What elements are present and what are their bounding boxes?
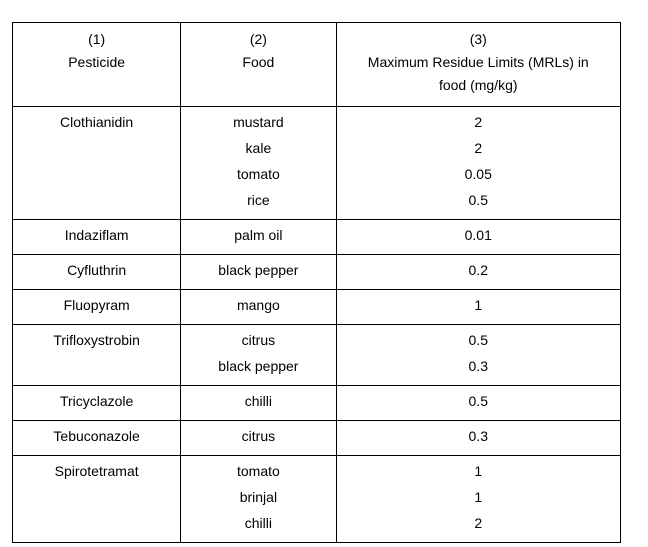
pesticide-cell: Spirotetramat bbox=[11, 455, 182, 543]
table-row: Tebuconazole citrus 0.3 bbox=[11, 420, 622, 456]
table-body: Clothianidin mustard kale tomato rice 2 2 0.05 0… bbox=[11, 106, 622, 543]
mrl-value: 1 bbox=[474, 463, 483, 479]
mrl-value: 0.2 bbox=[468, 262, 488, 278]
table-row: Tricyclazole chilli 0.5 bbox=[11, 385, 622, 421]
mrl-value: 0.5 bbox=[468, 332, 488, 348]
table-row: Cyfluthrin black pepper 0.2 bbox=[11, 254, 622, 290]
pesticide-cell: Cyfluthrin bbox=[11, 254, 182, 290]
food-item: citrus bbox=[241, 428, 276, 444]
mrl-cell: 0.01 bbox=[335, 219, 622, 255]
food-item: rice bbox=[247, 192, 270, 208]
mrl-cell: 0.5 0.3 bbox=[335, 324, 622, 386]
header-col1-number: (1) bbox=[88, 31, 106, 47]
header-col3-number: (3) bbox=[469, 31, 487, 47]
table-row: Fluopyram mango 1 bbox=[11, 289, 622, 325]
food-cell: citrus bbox=[180, 420, 337, 456]
mrl-value: 1 bbox=[474, 297, 483, 313]
pesticide-name: Spirotetramat bbox=[54, 463, 139, 479]
header-row: (1) Pesticide (2) Food (3) Maximum Resid… bbox=[11, 22, 622, 107]
food-item: chilli bbox=[244, 515, 272, 531]
mrl-cell: 1 bbox=[335, 289, 622, 325]
food-item: tomato bbox=[236, 463, 280, 479]
food-item: citrus bbox=[241, 332, 276, 348]
food-cell: palm oil bbox=[180, 219, 337, 255]
mrl-value: 0.3 bbox=[468, 428, 488, 444]
pesticide-name: Tebuconazole bbox=[53, 428, 140, 444]
mrl-value: 2 bbox=[474, 140, 483, 156]
mrl-value: 0.5 bbox=[468, 192, 488, 208]
food-item: black pepper bbox=[218, 262, 299, 278]
pesticide-name: Fluopyram bbox=[63, 297, 130, 313]
food-item: brinjal bbox=[239, 489, 278, 505]
food-item: mustard bbox=[233, 114, 284, 130]
table-row: Trifloxystrobin citrus black pepper 0.5 0.3 bbox=[11, 324, 622, 386]
food-cell: citrus black pepper bbox=[180, 324, 337, 386]
food-cell: tomato brinjal chilli bbox=[180, 455, 337, 543]
header-col2-number: (2) bbox=[249, 31, 267, 47]
food-cell: mustard kale tomato rice bbox=[180, 106, 337, 220]
header-pesticide: (1) Pesticide bbox=[11, 22, 182, 107]
food-cell: chilli bbox=[180, 385, 337, 421]
pesticide-name: Indaziflam bbox=[64, 227, 129, 243]
food-item: mango bbox=[236, 297, 280, 313]
pesticide-cell: Tricyclazole bbox=[11, 385, 182, 421]
food-item: tomato bbox=[236, 166, 280, 182]
table-row: Clothianidin mustard kale tomato rice 2 2 0.05 0… bbox=[11, 106, 622, 220]
pesticide-cell: Fluopyram bbox=[11, 289, 182, 325]
mrl-value: 0.3 bbox=[468, 358, 488, 374]
table-row: Indaziflam palm oil 0.01 bbox=[11, 219, 622, 255]
header-mrl: (3) Maximum Residue Limits (MRLs) in foo… bbox=[335, 22, 622, 107]
food-cell: mango bbox=[180, 289, 337, 325]
mrl-value: 0.5 bbox=[468, 393, 488, 409]
table-row: Spirotetramat tomato brinjal chilli 1 1 2 bbox=[11, 455, 622, 543]
pesticide-name: Clothianidin bbox=[60, 114, 134, 130]
food-cell: black pepper bbox=[180, 254, 337, 290]
mrl-cell: 0.3 bbox=[335, 420, 622, 456]
pesticide-cell: Clothianidin bbox=[11, 106, 182, 220]
food-item: palm oil bbox=[234, 227, 283, 243]
mrl-value: 2 bbox=[474, 114, 483, 130]
header-col3-label-line1: Maximum Residue Limits (MRLs) in bbox=[367, 54, 589, 70]
header-food: (2) Food bbox=[180, 22, 337, 107]
pesticide-cell: Indaziflam bbox=[11, 219, 182, 255]
pesticide-cell: Tebuconazole bbox=[11, 420, 182, 456]
mrl-cell: 2 2 0.05 0.5 bbox=[335, 106, 622, 220]
mrl-value: 1 bbox=[474, 489, 483, 505]
mrl-cell: 1 1 2 bbox=[335, 455, 622, 543]
pesticide-name: Tricyclazole bbox=[59, 393, 134, 409]
mrl-cell: 0.5 bbox=[335, 385, 622, 421]
header-col2-label: Food bbox=[242, 54, 275, 70]
food-item: kale bbox=[245, 140, 272, 156]
pesticide-name: Trifloxystrobin bbox=[53, 332, 140, 348]
header-col3-label-line2: food (mg/kg) bbox=[438, 77, 518, 93]
mrl-value: 0.01 bbox=[464, 227, 492, 243]
mrl-value: 0.05 bbox=[464, 166, 492, 182]
mrl-value: 2 bbox=[474, 515, 483, 531]
mrl-cell: 0.2 bbox=[335, 254, 622, 290]
pesticide-cell: Trifloxystrobin bbox=[11, 324, 182, 386]
food-item: black pepper bbox=[218, 358, 299, 374]
pesticide-name: Cyfluthrin bbox=[67, 262, 127, 278]
header-col1-label: Pesticide bbox=[68, 54, 126, 70]
food-item: chilli bbox=[244, 393, 272, 409]
mrl-table: (1) Pesticide (2) Food (3) Maximum Resid… bbox=[11, 22, 622, 543]
